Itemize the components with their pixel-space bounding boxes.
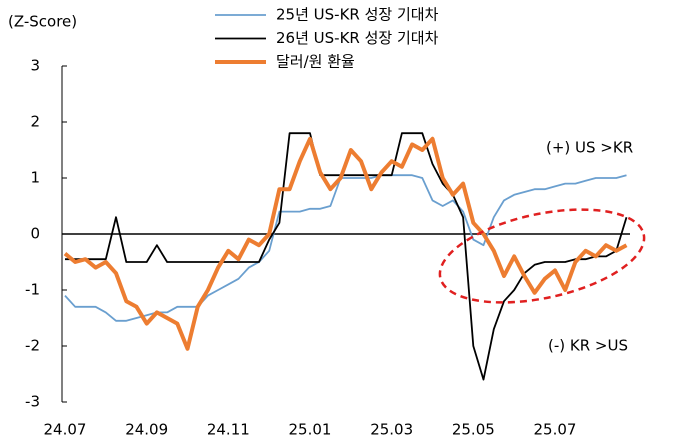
x-tick-label: 25.01 <box>289 421 332 439</box>
legend-label: 25년 US-KR 성장 기대차 <box>276 6 439 24</box>
x-tick-label: 24.09 <box>125 421 168 439</box>
highlight-ellipse <box>438 208 646 304</box>
y-tick-label: -1 <box>25 281 40 299</box>
annotation: (+) US >KR <box>546 139 633 157</box>
x-tick-label: 24.07 <box>44 421 87 439</box>
legend-label: 26년 US-KR 성장 기대차 <box>276 29 439 47</box>
series-line <box>63 136 628 351</box>
y-tick-label: -2 <box>25 337 40 355</box>
y-tick-label: 3 <box>30 57 40 75</box>
series-line <box>65 132 628 381</box>
y-tick-label: 1 <box>30 169 40 187</box>
y-axis-label: (Z-Score) <box>8 13 77 31</box>
legend-label: 달러/원 환율 <box>276 53 355 71</box>
y-tick-label: 2 <box>30 113 40 131</box>
x-tick-label: 24.11 <box>207 421 250 439</box>
annotation: (-) KR >US <box>548 337 628 355</box>
x-tick-label: 25.05 <box>452 421 495 439</box>
series-line <box>64 174 627 322</box>
x-tick-label: 25.03 <box>370 421 413 439</box>
x-tick-label: 25.07 <box>534 421 577 439</box>
y-tick-label: -3 <box>25 393 40 411</box>
y-tick-label: 0 <box>30 225 40 243</box>
